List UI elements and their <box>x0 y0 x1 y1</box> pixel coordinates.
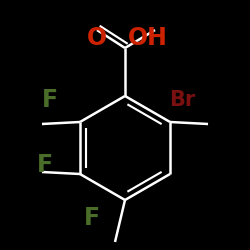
Text: F: F <box>84 206 100 230</box>
Text: O: O <box>87 26 107 50</box>
Text: F: F <box>42 88 58 112</box>
Text: OH: OH <box>128 26 168 50</box>
Text: Br: Br <box>169 90 195 110</box>
Text: F: F <box>37 153 53 177</box>
